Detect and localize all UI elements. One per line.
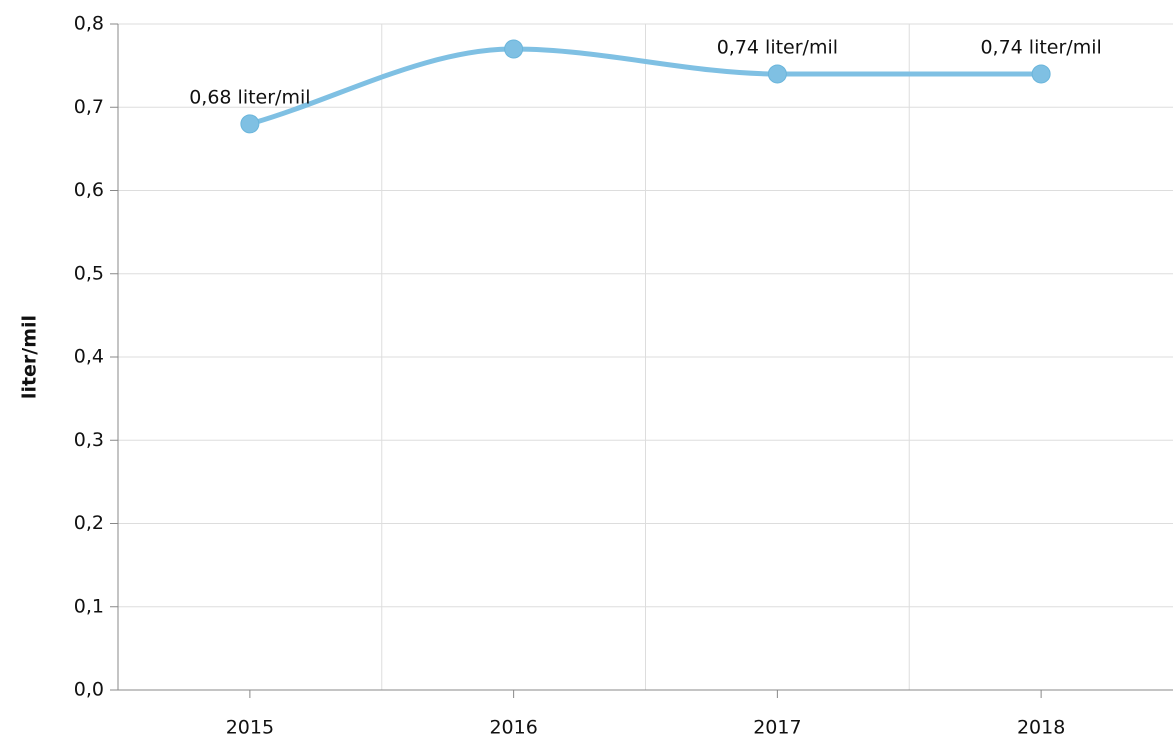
point <box>767 64 787 84</box>
y-tick-label: 0,0 <box>74 679 104 701</box>
y-tick-label: 0,4 <box>74 346 104 368</box>
point <box>240 114 260 134</box>
y-tick-label: 0,8 <box>74 13 104 35</box>
y-tick-label: 0,1 <box>74 595 104 617</box>
x-tick-label: 2015 <box>226 717 274 739</box>
y-tick-label: 0,6 <box>74 179 104 201</box>
data-label: 0,74 liter/mil <box>717 36 838 58</box>
y-tick-label: 0,3 <box>74 429 104 451</box>
x-tick-label: 2017 <box>753 717 801 739</box>
y-tick-label: 0,5 <box>74 262 104 284</box>
y-axis-label: liter/mil <box>19 315 41 399</box>
y-tick-label: 0,2 <box>74 512 104 534</box>
data-label: 0,74 liter/mil <box>980 36 1101 58</box>
y-tick-label: 0,7 <box>74 96 104 118</box>
data-label: 0,68 liter/mil <box>189 86 310 108</box>
line <box>249 46 1042 127</box>
x-tick-label: 2016 <box>489 717 537 739</box>
x-tick-label: 2018 <box>1017 717 1065 739</box>
point <box>504 39 524 59</box>
point <box>1031 64 1051 84</box>
